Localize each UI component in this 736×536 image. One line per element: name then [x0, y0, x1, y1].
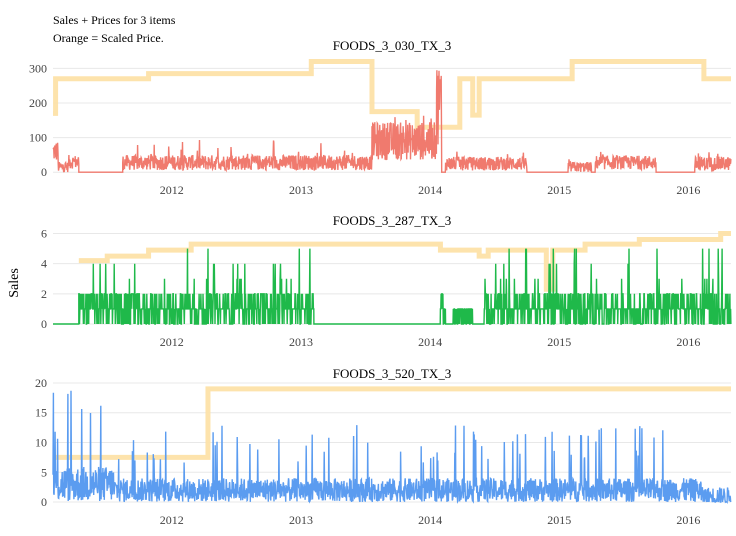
sales-line [52, 390, 732, 505]
x-tick-label: 2013 [289, 513, 313, 527]
x-tick-label: 2015 [547, 335, 571, 349]
x-tick-label: 2013 [289, 335, 313, 349]
y-tick-label: 5 [41, 465, 47, 479]
y-tick-label: 200 [29, 96, 47, 110]
panel-title: FOODS_3_287_TX_3 [333, 213, 451, 228]
y-tick-label: 4 [41, 257, 47, 271]
x-tick-label: 2013 [289, 183, 313, 197]
x-tick-label: 2012 [160, 513, 184, 527]
x-tick-label: 2014 [418, 513, 442, 527]
y-tick-label: 15 [35, 406, 47, 420]
y-tick-label: 2 [41, 287, 47, 301]
panel-title: FOODS_3_520_TX_3 [333, 366, 451, 381]
x-tick-label: 2016 [676, 335, 700, 349]
scaled-price-line [53, 58, 731, 130]
panel-title: FOODS_3_030_TX_3 [333, 38, 451, 53]
x-tick-label: 2016 [676, 183, 700, 197]
scaled-price-line [78, 231, 731, 292]
shared-y-axis-label: Sales [7, 268, 22, 298]
y-tick-label: 0 [41, 317, 47, 331]
x-tick-label: 2012 [160, 335, 184, 349]
y-tick-label: 20 [35, 376, 47, 390]
y-tick-label: 6 [41, 227, 47, 241]
scaled-price-line [53, 386, 731, 460]
y-tick-label: 300 [29, 61, 47, 75]
sales-line [53, 248, 732, 325]
x-tick-label: 2014 [418, 335, 442, 349]
y-tick-label: 0 [41, 495, 47, 509]
x-tick-label: 2015 [547, 513, 571, 527]
panel-2: 0 2 4 6 2012 2013 2014 2015 2016 FOODS_3_287_TX_3 [41, 213, 732, 349]
x-tick-label: 2015 [547, 183, 571, 197]
annotation-line-1: Sales + Prices for 3 items [53, 13, 176, 27]
x-tick-label: 2012 [160, 183, 184, 197]
y-tick-label: 100 [29, 131, 47, 145]
y-tick-label: 0 [41, 165, 47, 179]
y-tick-label: 10 [35, 436, 47, 450]
panel-1: 0 100 200 300 2012 2013 2014 2015 2016 FOODS_3_03… [29, 38, 732, 197]
panel-3: 0 5 10 15 20 2012 2013 2014 2015 2016 FOODS_3_520_… [35, 366, 732, 527]
x-tick-label: 2016 [676, 513, 700, 527]
sales-line [52, 70, 732, 173]
annotation-line-2: Orange = Scaled Price. [53, 31, 164, 45]
x-tick-label: 2014 [418, 183, 442, 197]
